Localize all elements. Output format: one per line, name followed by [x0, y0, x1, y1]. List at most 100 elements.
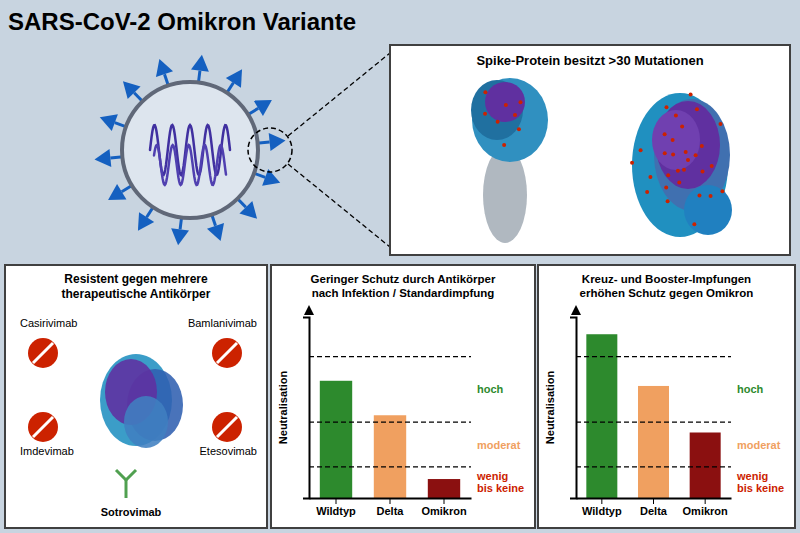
x-tick-mark	[601, 498, 602, 504]
mutation-dot	[645, 190, 649, 194]
zoom-circle	[248, 128, 292, 172]
y-axis-arrow	[571, 305, 581, 315]
mutation-dot	[694, 153, 698, 157]
virus-body	[122, 82, 258, 218]
virus-spike-head	[156, 59, 173, 77]
mutation-dot	[630, 161, 634, 165]
active-antibody	[116, 470, 136, 498]
chart-title-line: Kreuz- und Booster-Impfungen	[582, 273, 751, 285]
zone-label: wenigbis keine	[736, 470, 784, 494]
x-axis: Wildtyp Delta Omikron	[577, 498, 732, 517]
plot-area	[576, 334, 731, 498]
virus-spike-head	[226, 69, 242, 87]
virus-spike-head	[100, 114, 118, 131]
mutation-dot	[663, 151, 667, 155]
mutation-dot	[686, 158, 690, 162]
zone-label-line: bis keine	[737, 482, 784, 494]
title: SARS-CoV-2 Omikron Variante	[8, 8, 356, 35]
mutation-dot	[674, 114, 678, 118]
virus-spike-head	[239, 201, 257, 219]
mutation-dot	[666, 199, 670, 203]
chart: WildtypDeltaOmikronNeutralisationhochmod…	[277, 305, 524, 517]
panel-title-line: therapeutische Antikörper	[62, 287, 211, 301]
mutation-dot	[709, 194, 713, 198]
zone-label-line: moderat	[477, 439, 521, 451]
mutation-dot	[483, 112, 487, 116]
y-axis	[303, 318, 310, 499]
blocked-symbol	[212, 338, 242, 368]
infographic: SARS-CoV-2 Omikron Variante Spike-Protein…	[0, 0, 800, 533]
mutation-dot	[502, 143, 506, 147]
spike-panel	[390, 45, 790, 255]
x-tick-label: Wildtyp	[316, 505, 356, 517]
resistance-panel	[5, 265, 267, 528]
mutation-dot	[666, 173, 670, 177]
x-tick-label: Delta	[640, 505, 668, 517]
zone-label-line: wenig	[476, 470, 508, 482]
antibody-label: Etesovimab	[200, 445, 257, 457]
mutation-dot	[665, 105, 669, 109]
reference-line	[576, 466, 731, 467]
chart-title: Kreuz- und Booster-Impfungen erhöhen Schu…	[580, 273, 754, 299]
antibody-label: Sotrovimab	[101, 506, 162, 518]
chart-title: Geringer Schutz durch Antikörpernach Inf…	[311, 273, 496, 299]
mutation-dot	[517, 127, 521, 131]
bar	[374, 415, 406, 498]
chart-title-line: nach Infektion / Standardimpfung	[312, 287, 495, 299]
zone-label-line: bis keine	[477, 482, 524, 494]
mutation-dot	[695, 107, 699, 111]
antibody-arm	[125, 480, 128, 498]
mutation-dot	[648, 175, 652, 179]
chart-title-line: erhöhen Schutz gegen Omikron	[580, 287, 754, 299]
bar	[586, 334, 617, 498]
virus-illustration	[94, 55, 292, 246]
protein-blob	[124, 396, 168, 448]
mutation-dot	[639, 148, 643, 152]
reference-line	[309, 466, 471, 467]
x-tick-label: Omikron	[683, 505, 729, 517]
y-axis-title: Neutralisation	[544, 371, 556, 445]
mutation-dot	[504, 103, 508, 107]
mutation-dot	[676, 169, 680, 173]
blocked-symbol-bar	[217, 343, 237, 363]
virus-spike-head	[207, 223, 224, 241]
zone-label-line: hoch	[737, 383, 764, 395]
antibody-arm	[116, 470, 126, 480]
mutation-dot	[719, 122, 723, 126]
mutation-dot	[692, 222, 696, 226]
antibody-label: Bamlanivimab	[188, 317, 257, 329]
reference-line	[576, 356, 731, 357]
x-tick-label: Wildtyp	[582, 505, 622, 517]
blocked-symbol-bar	[33, 417, 53, 437]
zoom-line	[288, 164, 390, 247]
x-axis: WildtypDeltaOmikron	[310, 498, 472, 517]
mutation-dot	[496, 120, 500, 124]
mutation-dot	[697, 194, 701, 198]
mutation-dot	[710, 164, 714, 168]
virus-spike-head	[171, 228, 189, 245]
x-tick: Omikron	[683, 498, 729, 517]
x-tick-mark	[336, 498, 337, 504]
zone-label-line: moderat	[737, 439, 781, 451]
mutation-dot	[483, 90, 487, 94]
y-axis-line	[303, 318, 310, 499]
mutation-dot	[689, 92, 693, 96]
reference-line	[309, 356, 471, 357]
x-tick: Wildtyp	[582, 498, 622, 517]
blocked-symbol-bar	[217, 417, 237, 437]
mutation-dot	[671, 138, 675, 142]
mutation-dot	[684, 150, 688, 154]
zone-label: moderat	[477, 439, 521, 451]
chart-panel	[271, 265, 535, 528]
x-tick: Wildtyp	[316, 498, 356, 517]
virus-spike-head	[108, 184, 126, 200]
x-tick-mark	[390, 498, 391, 504]
mutation-dot	[663, 132, 667, 136]
x-tick-label: Delta	[377, 505, 405, 517]
bar	[690, 432, 721, 498]
y-axis	[570, 318, 577, 499]
x-tick: Delta	[640, 498, 668, 517]
spike-illustration	[471, 78, 732, 243]
zone-label-line: wenig	[736, 470, 768, 482]
panel-title: Spike-Protein besitzt >30 Mutationen	[476, 53, 703, 68]
